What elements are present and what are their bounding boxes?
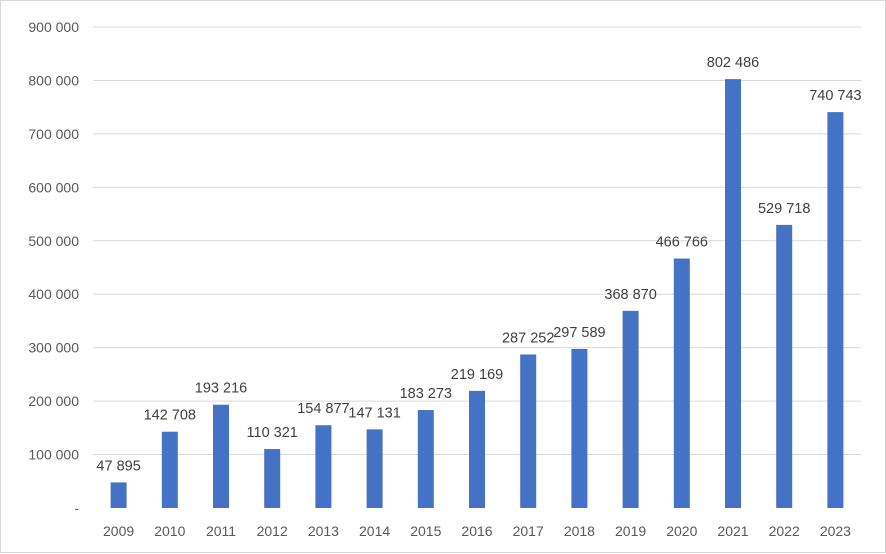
x-axis-ticks: 2009 2010 2011 2012 2013 2014 2015 2016 2017 2018… [103, 523, 851, 539]
data-label-2020: 466 766 [656, 235, 708, 251]
x-tick-label: 2009 [103, 523, 134, 539]
x-tick-label: 2023 [820, 523, 851, 539]
x-tick-label: 2020 [666, 523, 697, 539]
bar-2014 [366, 429, 383, 508]
x-tick-label: 2015 [410, 523, 441, 539]
bar-2020 [673, 258, 690, 508]
y-tick-label: 400 000 [28, 286, 79, 302]
bar-2017 [520, 354, 537, 508]
y-tick-label: 500 000 [28, 233, 79, 249]
x-tick-label: 2014 [359, 523, 390, 539]
bars [110, 79, 844, 509]
bar-2013 [315, 425, 332, 508]
x-tick-label: 2016 [461, 523, 492, 539]
y-tick-label: 100 000 [28, 447, 79, 463]
data-label-2019: 368 870 [604, 287, 656, 303]
x-tick-label: 2022 [769, 523, 800, 539]
data-label-2016: 219 169 [451, 367, 503, 383]
data-label-2010: 142 708 [144, 408, 196, 424]
y-axis-ticks: - 100 000 200 000 300 000 400 000 500 000 600 … [28, 19, 79, 516]
bar-2015 [417, 410, 434, 508]
x-tick-label: 2010 [154, 523, 185, 539]
data-label-2012: 110 321 [247, 425, 298, 441]
data-label-2018: 297 589 [553, 325, 605, 341]
bar-2019 [622, 310, 639, 508]
data-label-2013: 154 877 [297, 401, 349, 417]
data-label-2009: 47 895 [96, 458, 140, 474]
bar-2011 [213, 404, 229, 508]
x-tick-label: 2019 [615, 523, 646, 539]
bar-2018 [571, 348, 588, 508]
data-label-2014: 147 131 [348, 405, 400, 421]
data-label-2022: 529 718 [758, 201, 810, 217]
y-tick-label: 300 000 [28, 340, 79, 356]
bar-2012 [264, 449, 281, 508]
x-tick-label: 2013 [308, 523, 339, 539]
y-tick-label: 800 000 [28, 72, 79, 88]
data-label-2011: 193 216 [195, 381, 247, 397]
y-tick-label: 200 000 [28, 393, 79, 409]
y-tick-label: - [74, 500, 79, 516]
y-tick-label: 700 000 [28, 126, 79, 142]
bar-2009 [110, 482, 127, 508]
data-label-2017: 287 252 [502, 330, 554, 346]
data-label-2023: 740 743 [809, 88, 861, 104]
data-label-2015: 183 273 [400, 386, 452, 402]
x-tick-label: 2021 [717, 523, 748, 539]
bar-2021 [725, 79, 741, 508]
bar-2023 [827, 112, 844, 509]
bar-2010 [161, 431, 178, 508]
x-tick-label: 2018 [564, 523, 595, 539]
bar-2016 [469, 390, 485, 508]
x-tick-label: 2012 [257, 523, 288, 539]
y-tick-label: 900 000 [28, 19, 79, 35]
x-tick-label: 2017 [513, 523, 544, 539]
y-tick-label: 600 000 [28, 179, 79, 195]
x-tick-label: 2011 [206, 523, 236, 539]
gridlines [93, 26, 861, 456]
bar-2022 [776, 224, 793, 509]
data-label-2021: 802 486 [707, 55, 759, 71]
